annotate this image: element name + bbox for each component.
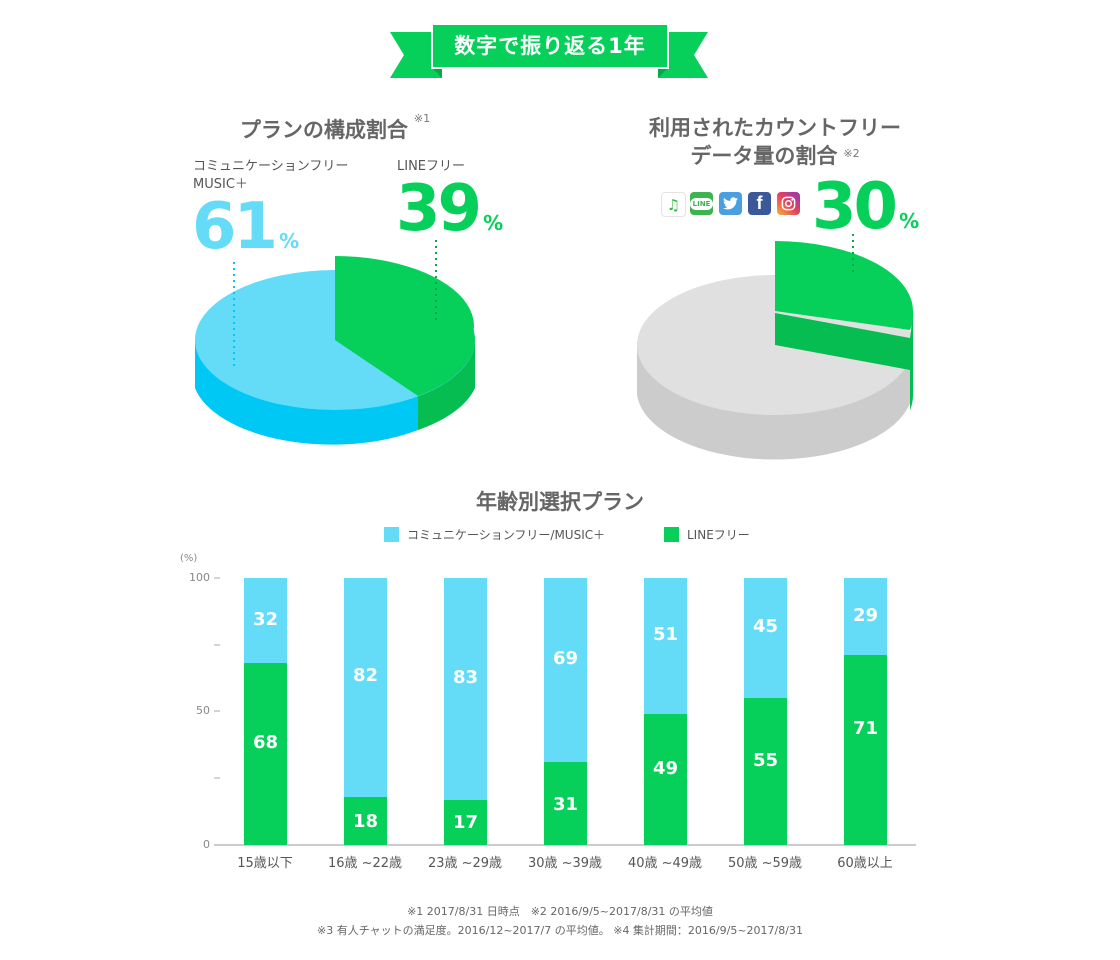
- x-category: 15歳以下: [237, 856, 293, 871]
- countfree-pie: [637, 234, 914, 460]
- comm-free-unit: %: [279, 229, 300, 253]
- y-tick-50: 50: [196, 704, 210, 717]
- bar-segment-line-free: [444, 799, 487, 845]
- line-free-label: LINEフリー: [397, 159, 466, 174]
- comm-free-label-line2: MUSIC＋: [193, 177, 248, 192]
- countfree-title-line1: 利用されたカウントフリー: [649, 116, 901, 140]
- bar-segment-comm-free: [844, 578, 887, 656]
- x-category: 16歳 ~22歳: [327, 856, 403, 871]
- bar-segment-comm-free: [344, 578, 387, 797]
- twitter-icon: [719, 192, 742, 215]
- legend-swatch-line-free: [664, 527, 679, 542]
- y-axis-unit: (%): [180, 553, 198, 564]
- bar-value-comm-free: 69: [552, 648, 579, 670]
- bar-value-comm-free: 82: [352, 665, 379, 687]
- footnote-line2: ※3 有人チャットの満足度。2016/12~2017/7 の平均値。 ※4 集計…: [317, 924, 803, 937]
- bar-value-line-free: 18: [352, 810, 379, 832]
- footnote-line1: ※1 2017/8/31 日時点 ※2 2016/9/5~2017/8/31 の…: [407, 905, 713, 918]
- bar-segment-line-free: [344, 796, 387, 845]
- plan-ratio-note: ※1: [413, 112, 431, 125]
- x-category: 30歳 ~39歳: [527, 856, 603, 871]
- countfree-percentage: 30%: [812, 170, 919, 244]
- banner-title: 数字で振り返る1年: [454, 34, 646, 58]
- x-category: 40歳 ~49歳: [627, 856, 703, 871]
- legend-swatch-comm-free: [384, 527, 399, 542]
- legend-line-free: LINEフリー: [664, 526, 750, 543]
- countfree-value: 30: [812, 170, 898, 244]
- comm-free-label-line1: コミュニケーションフリー: [193, 159, 349, 174]
- banner-ribbon: [390, 23, 708, 78]
- comm-free-percentage: 61%: [192, 190, 299, 264]
- bar-segment-comm-free: [744, 578, 787, 699]
- x-category: 50歳 ~59歳: [727, 856, 803, 871]
- legend-comm-free: コミュニケーションフリー/MUSIC＋: [384, 526, 605, 543]
- countfree-title-line2: データ量の割合: [690, 144, 838, 168]
- y-tick-0: 0: [203, 838, 210, 851]
- line-free-percentage: 39%: [396, 172, 503, 246]
- legend-label-line-free: LINEフリー: [687, 528, 750, 542]
- legend-label-comm-free: コミュニケーションフリー/MUSIC＋: [407, 528, 606, 542]
- facebook-icon: f: [748, 192, 771, 215]
- bar-value-comm-free: 45: [752, 616, 779, 638]
- plan-ratio-title: プランの構成割合 ※1: [190, 112, 480, 144]
- line-music-icon: ♫: [661, 192, 686, 217]
- line-icon: LINE: [689, 192, 714, 215]
- bar-value-comm-free: 83: [452, 666, 479, 688]
- countfree-title: 利用されたカウントフリー データ量の割合 ※2: [620, 114, 930, 170]
- bar-value-line-free: 71: [852, 718, 879, 740]
- bar-value-line-free: 55: [752, 749, 779, 771]
- bar-segment-comm-free: [644, 578, 687, 715]
- countfree-note: ※2: [843, 147, 860, 160]
- age-chart-title: 年齢別選択プラン: [476, 490, 644, 514]
- bar-value-comm-free: 32: [252, 608, 279, 630]
- countfree-title-line2-wrap: データ量の割合 ※2: [620, 142, 930, 170]
- plan-ratio-title-text: プランの構成割合: [239, 118, 408, 142]
- bar-segment-line-free: [744, 698, 787, 845]
- line-free-value: 39: [396, 172, 482, 246]
- x-category: 60歳以上: [837, 856, 893, 871]
- bar-value-line-free: 17: [452, 812, 479, 834]
- bar-value-comm-free: 51: [652, 624, 679, 646]
- bar-value-line-free: 31: [552, 793, 579, 815]
- comm-free-label: コミュニケーションフリー MUSIC＋: [193, 158, 348, 194]
- bar-segment-line-free: [244, 663, 287, 845]
- countfree-unit: %: [899, 209, 920, 233]
- bar-segment-comm-free: [244, 578, 287, 664]
- bar-segment-comm-free: [544, 578, 587, 763]
- bar-value-comm-free: 29: [852, 604, 879, 626]
- instagram-icon: [777, 192, 800, 215]
- bar-segment-comm-free: [444, 578, 487, 800]
- comm-free-value: 61: [192, 190, 278, 264]
- y-tick-100: 100: [189, 571, 210, 584]
- bar-segment-line-free: [544, 762, 587, 845]
- x-category: 23歳 ~29歳: [427, 856, 503, 871]
- bar-segment-line-free: [644, 714, 687, 845]
- line-icon-text: LINE: [689, 197, 714, 210]
- plan-ratio-pie: [195, 240, 475, 445]
- bar-value-line-free: 68: [252, 732, 279, 754]
- bar-segment-line-free: [844, 655, 887, 845]
- bar-value-line-free: 49: [652, 757, 679, 779]
- line-free-unit: %: [483, 211, 504, 235]
